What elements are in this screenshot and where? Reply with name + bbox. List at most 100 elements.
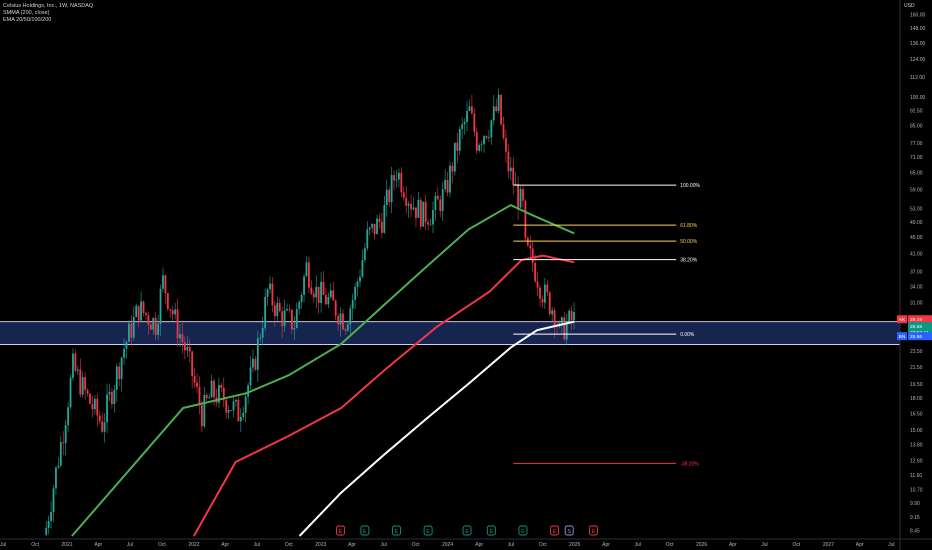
candle — [242, 406, 245, 421]
time-axis-label: Oct — [793, 542, 801, 548]
earnings-marker[interactable]: E — [336, 525, 345, 536]
candle-body — [317, 286, 320, 304]
candle — [264, 288, 267, 332]
candle — [232, 395, 235, 418]
earnings-marker[interactable]: E — [392, 525, 401, 536]
ema-indicator-label[interactable]: EMA 20/50/100/200 — [3, 17, 52, 23]
candle-body — [152, 317, 155, 330]
time-axis-label: Apr — [94, 542, 102, 548]
time-axis-label: Jul — [634, 542, 640, 548]
earnings-marker[interactable]: E — [360, 525, 370, 536]
candle — [57, 457, 60, 470]
candle-body — [84, 377, 87, 390]
earnings-marker[interactable]: E — [518, 525, 528, 536]
candle-body — [183, 342, 186, 351]
candle-body — [261, 327, 264, 338]
candle — [325, 287, 327, 306]
candle-body — [480, 144, 483, 145]
earnings-marker[interactable]: E — [423, 525, 433, 536]
time-axis-label: Apr — [475, 542, 483, 548]
candle — [193, 368, 196, 388]
candle — [485, 135, 488, 140]
candle — [237, 395, 240, 422]
candle — [548, 290, 551, 317]
candle-body — [174, 309, 177, 315]
candle — [269, 276, 271, 294]
candle-body — [529, 245, 532, 249]
candle — [164, 274, 167, 305]
earnings-marker[interactable]: E — [462, 525, 472, 536]
smma-indicator-label[interactable]: SMMA (200, close) — [3, 10, 50, 16]
candle-body — [415, 207, 417, 218]
earnings-marker[interactable]: E — [589, 525, 598, 536]
candle-body — [334, 300, 337, 316]
candle-body — [295, 309, 298, 328]
time-axis-label: 2021 — [62, 542, 73, 548]
candle-body — [256, 338, 259, 370]
candle — [429, 218, 432, 226]
candle-body — [235, 399, 237, 402]
time-axis-label: Jul — [761, 542, 767, 548]
candle-body — [166, 293, 169, 310]
chart-legend: Celsius Holdings, Inc., 1W, NASDAQ SMMA … — [3, 3, 93, 24]
candle-body — [269, 283, 271, 290]
candle-body — [308, 262, 310, 288]
price-scale-label: 112.00 — [910, 75, 925, 81]
candle — [519, 185, 522, 209]
candle — [176, 298, 179, 347]
candle-body — [565, 321, 568, 340]
candle-body — [332, 290, 335, 301]
candle-body — [205, 394, 208, 399]
candle-body — [337, 315, 340, 325]
earnings-marker[interactable]: E — [550, 525, 560, 536]
candle — [495, 98, 498, 113]
candle-body — [446, 179, 449, 193]
candle-body — [312, 293, 315, 298]
candle — [113, 385, 116, 413]
earnings-marker[interactable]: E — [486, 525, 496, 536]
candle-body — [368, 227, 371, 230]
fib-level-label: 100.00% — [680, 183, 700, 189]
candle-body — [526, 237, 529, 246]
candle — [546, 280, 549, 296]
candle-body — [344, 329, 347, 331]
candle — [128, 320, 130, 343]
candle — [500, 94, 502, 126]
candle — [337, 312, 340, 331]
candle-body — [463, 122, 466, 125]
candle — [446, 171, 449, 197]
candle — [147, 311, 150, 335]
candle-body — [449, 165, 451, 193]
candle-body — [169, 309, 172, 311]
candle — [339, 307, 342, 337]
earnings-marker[interactable]: S — [564, 525, 574, 536]
candle-body — [164, 275, 167, 294]
candle-body — [89, 393, 91, 404]
price-scale-label: 13.80 — [910, 443, 923, 449]
candle — [50, 501, 52, 529]
time-axis-label: Oct — [31, 542, 39, 548]
price-badge-tag-box — [897, 315, 907, 324]
candle-body — [366, 229, 369, 249]
candle-body — [227, 410, 230, 413]
candle — [215, 388, 218, 407]
candle-body — [573, 311, 575, 321]
price-scale-label: 10.70 — [910, 487, 923, 493]
time-axis-label: Oct — [158, 542, 166, 548]
candle — [101, 412, 104, 434]
symbol-title[interactable]: Celsius Holdings, Inc., 1W, NASDAQ — [3, 3, 94, 9]
candle-body — [254, 358, 257, 370]
candle-body — [162, 275, 164, 289]
candle — [363, 243, 366, 263]
candle-body — [159, 288, 162, 324]
candle-body — [451, 165, 454, 172]
candle-body — [563, 317, 566, 340]
candle-body — [385, 189, 388, 205]
earnings-marker-box — [550, 525, 560, 536]
candle-body — [541, 298, 544, 303]
candle-body — [439, 199, 442, 211]
candle — [86, 388, 89, 397]
currency-label[interactable]: USD — [904, 3, 915, 9]
candle — [74, 349, 77, 373]
